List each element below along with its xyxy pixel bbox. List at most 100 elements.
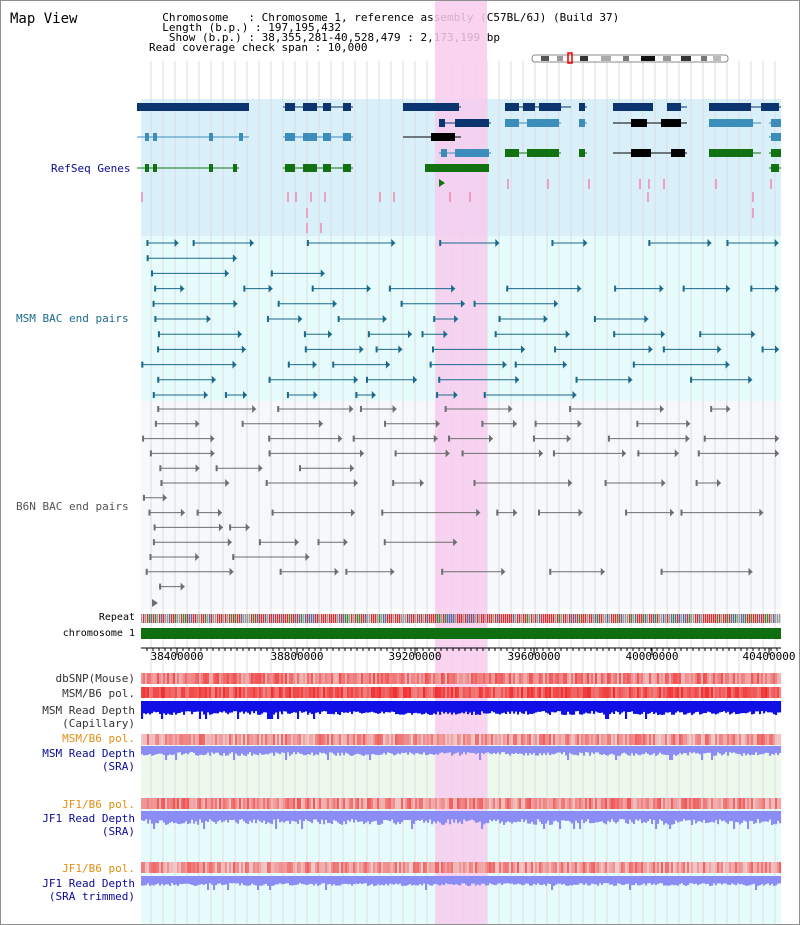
polymorphism-cell [427,687,430,698]
read-depth-bar [165,746,168,760]
read-depth-bar [683,811,686,820]
msm-bac-track-label[interactable]: MSM BAC end pairs [16,312,129,325]
polymorphism-cell [483,673,486,684]
polymorphism-cell [471,734,474,745]
polymorphism-cell [621,862,624,873]
polymorphism-cell [633,673,636,684]
read-depth-bar [625,811,628,823]
polymorphism-cell [685,862,688,873]
bac-end [215,465,218,472]
read-depth-bar [555,811,558,821]
read-depth-bar [253,876,256,885]
bac-end [152,392,155,398]
repeat-element [665,614,667,623]
read-depth-bar [469,701,472,713]
repeat-element [163,614,165,623]
read-depth-bar [413,746,416,755]
read-depth-bar [761,701,764,712]
read-depth-bar [407,746,410,755]
repeat-element [759,614,761,623]
read-depth-bar [773,811,776,825]
repeat-element [289,614,291,623]
polymorphism-cell [407,798,410,809]
read-depth-bar [643,811,646,823]
repeat-element [769,614,771,623]
read-depth-bar [693,811,696,820]
polymorphism-cell [225,734,228,745]
polymorphism-cell [555,798,558,809]
refseq-track-label[interactable]: RefSeq Genes [51,162,131,175]
b6n-bac-track-label[interactable]: B6N BAC end pairs [16,500,129,513]
polymorphism-cell [727,798,730,809]
polymorphism-cell [331,673,334,684]
polymorphism-cell [493,734,496,745]
read-depth-bar [567,746,570,760]
read-depth-bar [509,811,512,823]
gene-exon [771,119,781,127]
repeat-element [459,614,461,623]
gene-exon [145,133,149,141]
polymorphism-cell [767,862,770,873]
polymorphism-cell [187,673,190,684]
polymorphism-cell [411,798,414,809]
read-depth-bar [395,746,398,755]
polymorphism-cell [357,673,360,684]
read-depth-bar [779,701,782,713]
polymorphism-cell [179,673,182,684]
polymorphism-cell [659,673,662,684]
polymorphism-cell [229,673,232,684]
polymorphism-cell [511,798,514,809]
polymorphism-cell [445,734,448,745]
polymorphism-cell [629,673,632,684]
polymorphism-cell [735,687,738,698]
repeat-element [491,614,493,623]
polymorphism-cell [663,734,666,745]
read-depth-bar [155,701,158,713]
repeat-element [311,614,313,623]
polymorphism-cell [143,687,146,698]
polymorphism-cell [385,798,388,809]
read-depth-bar [493,701,496,713]
read-depth-bar [501,701,504,714]
polymorphism-cell [479,798,482,809]
gene-exon [579,119,585,127]
read-depth-bar [541,701,544,712]
read-depth-bar [271,811,274,825]
polymorphism-cell [701,687,704,698]
read-depth-bar [667,876,670,886]
polymorphism-cell [611,862,614,873]
polymorphism-cell [283,673,286,684]
read-depth-bar [445,746,448,754]
polymorphism-cell [243,798,246,809]
read-depth-bar [669,701,672,713]
polymorphism-cell [723,687,726,698]
read-depth-bar [315,811,318,820]
polymorphism-cell [651,734,654,745]
repeat-element [643,614,645,623]
read-depth-bar [585,876,588,884]
polymorphism-cell [261,798,264,809]
repeat-element [341,614,343,623]
read-depth-bar [179,811,182,825]
polymorphism-cell [669,862,672,873]
polymorphism-cell [753,673,756,684]
polymorphism-cell [557,673,560,684]
repeat-element [291,614,293,623]
bac-end-arrow [661,479,666,487]
bac-end [514,361,517,368]
read-depth-bar [419,746,422,755]
polymorphism-cell [617,798,620,809]
read-depth-bar [523,701,526,714]
polymorphism-cell [205,862,208,873]
read-depth-bar [629,811,632,820]
polymorphism-cell [207,673,210,684]
read-depth-bar [429,746,432,754]
read-depth-bar [233,876,236,884]
read-depth-bar [191,876,194,885]
read-depth-bar [579,746,582,753]
read-depth-bar [173,876,176,886]
polymorphism-cell [529,687,532,698]
read-depth-bar [581,811,584,820]
bac-end-arrow [338,434,343,443]
